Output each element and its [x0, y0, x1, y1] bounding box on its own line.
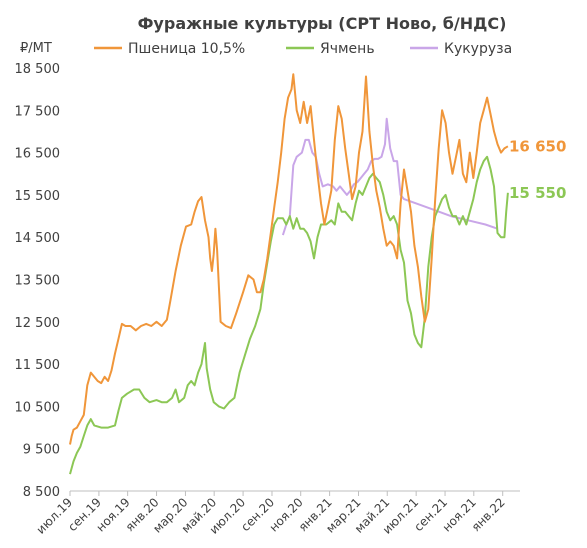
y-axis: 8 500 9 500 10 500 11 500 12 500 13 500 14 500… — [15, 62, 61, 500]
y-tick-label: 15 500 — [15, 189, 61, 204]
series-line-corn — [281, 117, 498, 236]
end-label-wheat: 16 650 — [509, 137, 566, 155]
x-tick-label: июл.19 — [34, 495, 75, 536]
end-labels: 16 650 15 550 — [509, 137, 566, 202]
y-tick-label: 18 500 — [15, 62, 61, 77]
end-label-barley: 15 550 — [509, 184, 566, 202]
series-line-wheat — [69, 73, 509, 445]
legend-item-barley[interactable]: Ячмень — [286, 41, 375, 57]
legend-label-barley: Ячмень — [320, 41, 375, 57]
y-tick-label: 14 500 — [15, 231, 61, 246]
y-tick-label: 8 500 — [23, 485, 60, 500]
series-line-barley — [69, 155, 509, 475]
legend-item-wheat[interactable]: Пшеница 10,5% — [94, 41, 245, 57]
y-tick-label: 13 500 — [15, 274, 61, 289]
y-tick-label: 11 500 — [15, 358, 61, 373]
y-tick-label: 10 500 — [15, 400, 61, 415]
plot-area — [69, 73, 509, 475]
legend-label-wheat: Пшеница 10,5% — [128, 41, 245, 57]
legend-label-corn: Кукуруза — [444, 41, 512, 57]
y-tick-label: 16 500 — [15, 147, 61, 162]
legend-item-corn[interactable]: Кукуруза — [410, 41, 512, 57]
y-unit-label: ₽/МТ — [20, 41, 52, 56]
x-axis: июл.19сен.19ноя.19янв.20мар.20май.20июл.… — [34, 491, 508, 537]
y-tick-label: 9 500 — [23, 443, 60, 458]
y-tick-label: 17 500 — [15, 104, 61, 119]
y-tick-label: 12 500 — [15, 316, 61, 331]
chart-title: Фуражные культуры (СРТ Ново, б/НДС) — [138, 14, 507, 33]
legend: Пшеница 10,5% Ячмень Кукуруза — [94, 41, 512, 57]
